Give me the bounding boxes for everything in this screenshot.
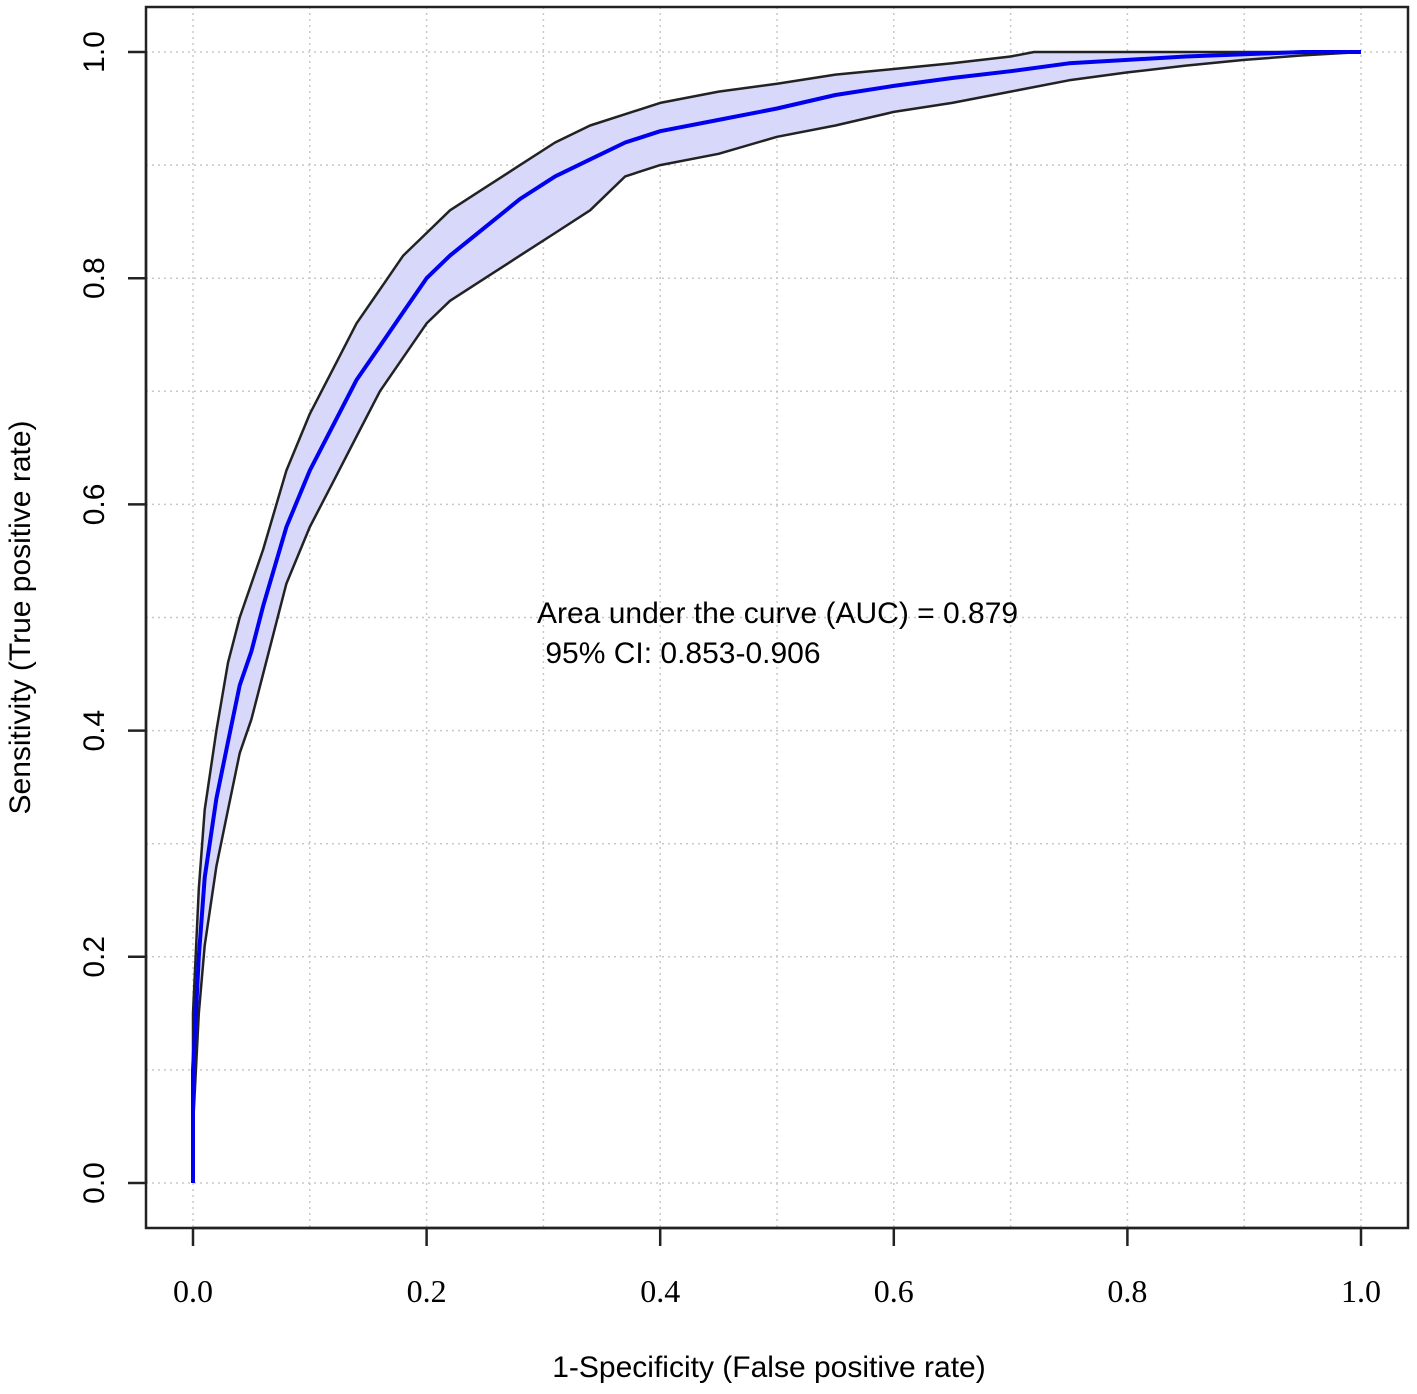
ci-annotation: 95% CI: 0.853-0.906 (537, 637, 821, 670)
grid (146, 7, 1408, 1228)
y-tick-label: 0.0 (78, 1162, 111, 1204)
y-tick-label: 1.0 (78, 31, 111, 73)
y-tick-label: 0.2 (78, 936, 111, 978)
x-tick-label: 0.0 (173, 1273, 213, 1309)
x-tick-label: 1.0 (1341, 1273, 1381, 1309)
y-tick-label: 0.8 (78, 257, 111, 299)
ci-upper-line (191, 50, 1361, 1183)
y-tick-label: 0.6 (78, 484, 111, 526)
x-axis: 0.0 0.2 0.4 0.6 0.8 1.0 (173, 1226, 1381, 1309)
auc-annotation: Area under the curve (AUC) = 0.879 (537, 597, 1018, 630)
y-axis: 0.0 0.2 0.4 0.6 0.8 1.0 (78, 31, 148, 1204)
y-axis-label: Sensitivity (True positive rate) (4, 420, 37, 814)
y-tick-label: 0.4 (78, 710, 111, 752)
roc-curve-line (191, 50, 1361, 1183)
ci-lower-line (191, 50, 1362, 1183)
x-tick-label: 0.6 (874, 1273, 914, 1309)
x-tick-label: 0.2 (407, 1273, 447, 1309)
x-tick-label: 0.4 (640, 1273, 680, 1309)
x-axis-label: 1-Specificity (False positive rate) (552, 1351, 985, 1384)
x-tick-label: 0.8 (1107, 1273, 1147, 1309)
